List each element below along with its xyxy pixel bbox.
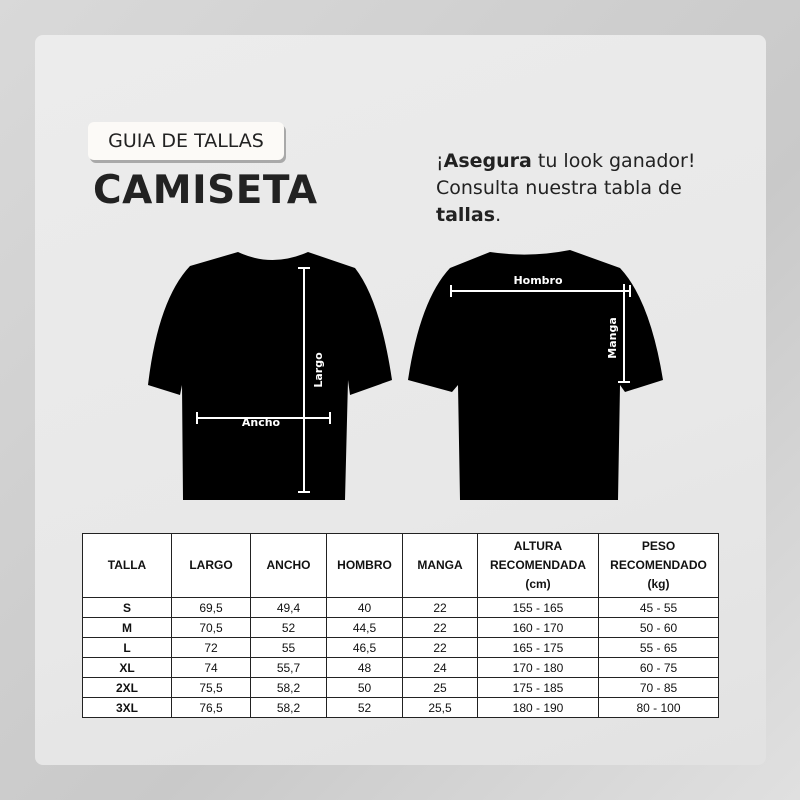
- column-header: HOMBRO: [326, 533, 403, 598]
- tagline-end: .: [495, 204, 502, 226]
- column-header: MANGA: [402, 533, 478, 598]
- table-row: 2XL 75,5 58,2 50 25 175 - 185 70 - 85: [82, 677, 719, 698]
- table-cell: 40: [326, 597, 403, 618]
- table-cell: 80 - 100: [598, 697, 719, 718]
- column-header-line: ALTURA: [513, 539, 563, 553]
- table-row: 3XL 76,5 58,2 52 25,5 180 - 190 80 - 100: [82, 697, 719, 718]
- table-cell: 22: [402, 617, 478, 638]
- table-cell: 25,5: [402, 697, 478, 718]
- size-cell: 3XL: [82, 697, 172, 718]
- size-cell: L: [82, 637, 172, 658]
- table-cell: 165 - 175: [477, 637, 599, 658]
- column-header-line: HOMBRO: [337, 558, 392, 572]
- column-header-line: RECOMENDADA: [490, 558, 586, 572]
- tagline-line2: Consulta nuestra tabla de: [436, 177, 682, 199]
- table-cell: 60 - 75: [598, 657, 719, 678]
- table-cell: 170 - 180: [477, 657, 599, 678]
- column-header-line: RECOMENDADO: [610, 558, 707, 572]
- sleeve-label: Manga: [606, 317, 619, 359]
- table-cell: 55 - 65: [598, 637, 719, 658]
- column-header-line: PESO: [641, 539, 676, 553]
- table-row: S 69,5 49,4 40 22 155 - 165 45 - 55: [82, 597, 719, 618]
- size-cell: M: [82, 617, 172, 638]
- table-cell: 50: [326, 677, 403, 698]
- tagline-prefix: ¡: [436, 150, 444, 172]
- table-cell: 58,2: [250, 697, 327, 718]
- badge-text: GUIA DE TALLAS: [108, 130, 264, 152]
- table-cell: 48: [326, 657, 403, 678]
- table-cell: 55: [250, 637, 327, 658]
- table-cell: 25: [402, 677, 478, 698]
- column-header-line: LARGO: [189, 558, 233, 572]
- table-cell: 22: [402, 597, 478, 618]
- table-cell: 50 - 60: [598, 617, 719, 638]
- size-cell: S: [82, 597, 172, 618]
- table-cell: 52: [250, 617, 327, 638]
- column-header-line: ANCHO: [266, 558, 311, 572]
- table-cell: 72: [171, 637, 251, 658]
- column-header-line: (cm): [525, 577, 551, 591]
- table-cell: 55,7: [250, 657, 327, 678]
- shoulder-label: Hombro: [513, 274, 563, 287]
- table-cell: 69,5: [171, 597, 251, 618]
- size-cell: XL: [82, 657, 172, 678]
- column-header: TALLA: [82, 533, 172, 598]
- front-shirt-icon: Largo Ancho: [148, 252, 392, 500]
- column-header-line: (kg): [647, 577, 670, 591]
- table-row: M 70,5 52 44,5 22 160 - 170 50 - 60: [82, 617, 719, 638]
- table-cell: 70,5: [171, 617, 251, 638]
- table-cell: 49,4: [250, 597, 327, 618]
- table-cell: 45 - 55: [598, 597, 719, 618]
- column-header: ALTURA RECOMENDADA (cm): [477, 533, 599, 598]
- table-cell: 24: [402, 657, 478, 678]
- width-label: Ancho: [242, 416, 281, 429]
- column-header: ANCHO: [250, 533, 327, 598]
- tagline-bold2: tallas: [436, 204, 496, 226]
- table-cell: 75,5: [171, 677, 251, 698]
- table-row: XL 74 55,7 48 24 170 - 180 60 - 75: [82, 657, 719, 678]
- table-cell: 76,5: [171, 697, 251, 718]
- size-cell: 2XL: [82, 677, 172, 698]
- table-cell: 70 - 85: [598, 677, 719, 698]
- size-table: TALLA LARGO ANCHO HOMBRO MANGA ALTURA RECOMEND…: [82, 533, 719, 718]
- table-cell: 22: [402, 637, 478, 658]
- length-label: Largo: [312, 352, 325, 388]
- tagline: ¡Asegura tu look ganador! Consulta nuest…: [436, 148, 766, 229]
- table-cell: 46,5: [326, 637, 403, 658]
- column-header: PESO RECOMENDADO (kg): [598, 533, 719, 598]
- column-header-line: TALLA: [107, 558, 147, 572]
- table-cell: 74: [171, 657, 251, 678]
- table-cell: 52: [326, 697, 403, 718]
- column-header: LARGO: [171, 533, 251, 598]
- table-cell: 44,5: [326, 617, 403, 638]
- table-cell: 155 - 165: [477, 597, 599, 618]
- table-cell: 180 - 190: [477, 697, 599, 718]
- tagline-bold: Asegura: [443, 150, 532, 172]
- back-shirt-icon: Hombro Manga: [408, 250, 663, 500]
- table-cell: 58,2: [250, 677, 327, 698]
- table-cell: 175 - 185: [477, 677, 599, 698]
- tagline-rest: tu look ganador!: [531, 150, 696, 172]
- table-row: L 72 55 46,5 22 165 - 175 55 - 65: [82, 637, 719, 658]
- table-cell: 160 - 170: [477, 617, 599, 638]
- shirt-diagram: Largo Ancho Hombro Manga: [148, 250, 663, 500]
- column-header-line: MANGA: [417, 558, 463, 572]
- guide-badge: GUIA DE TALLAS: [88, 122, 284, 160]
- page-title: CAMISETA: [93, 168, 318, 213]
